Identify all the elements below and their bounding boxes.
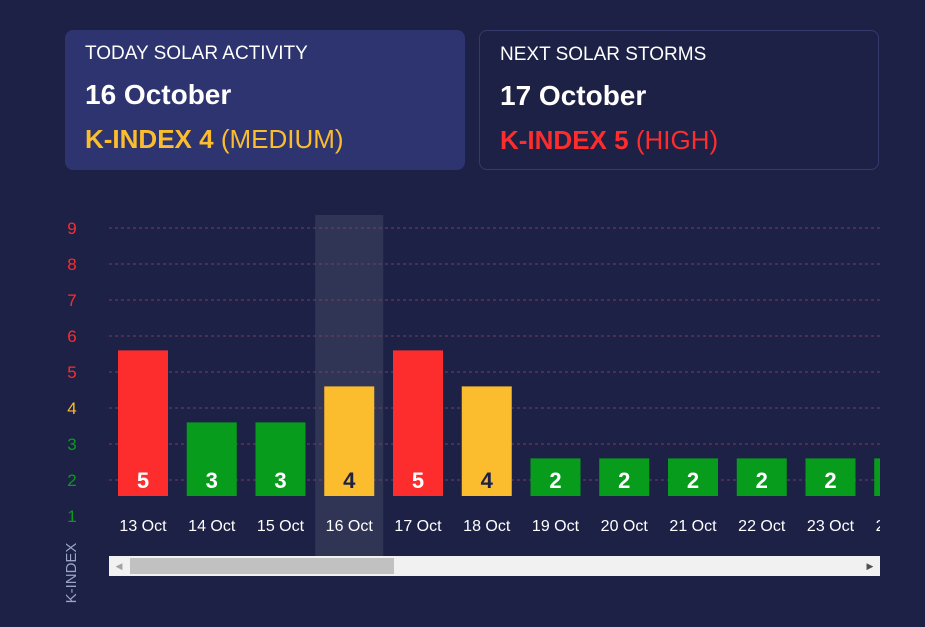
y-tick-label: 4 bbox=[67, 399, 76, 418]
next-level: (HIGH) bbox=[635, 125, 719, 155]
bar[interactable] bbox=[736, 458, 787, 496]
scrollbar-thumb[interactable] bbox=[130, 558, 394, 574]
bar-value-label: 5 bbox=[412, 468, 424, 493]
y-tick-label: 2 bbox=[67, 471, 76, 490]
next-storms-card: NEXT SOLAR STORMS 17 October K-INDEX 5 (… bbox=[479, 30, 879, 170]
bars-group: 5 13 Oct 3 14 Oct 3 15 Oct 4 16 Oct 5 17 Oct 4 18 O… bbox=[118, 350, 924, 535]
next-date: 17 October bbox=[500, 80, 647, 111]
bar[interactable] bbox=[118, 350, 168, 496]
x-tick-label: 19 Oct bbox=[532, 518, 580, 535]
y-axis-label: K-INDEX bbox=[63, 543, 80, 604]
bar[interactable] bbox=[874, 458, 924, 496]
bar[interactable] bbox=[530, 458, 581, 496]
bar-value-label: 5 bbox=[137, 468, 149, 493]
today-kindex: K-INDEX 4 (MEDIUM) bbox=[85, 123, 445, 155]
bar[interactable] bbox=[255, 422, 306, 496]
bar[interactable] bbox=[461, 386, 512, 496]
bar-value-label: 3 bbox=[206, 468, 218, 493]
y-tick-label: 3 bbox=[67, 435, 76, 454]
x-tick-label: 23 Oct bbox=[807, 518, 855, 535]
highlight-column bbox=[315, 215, 384, 556]
bar[interactable] bbox=[599, 458, 650, 496]
bar-value-label: 4 bbox=[343, 468, 356, 493]
next-card-title: NEXT SOLAR STORMS bbox=[500, 44, 707, 65]
x-tick-label: 16 Oct bbox=[326, 518, 374, 535]
scroll-left-arrow-icon[interactable]: ◀ bbox=[115, 561, 123, 571]
today-level: (MEDIUM) bbox=[220, 124, 344, 154]
x-tick-label: 17 Oct bbox=[394, 518, 442, 535]
bar-value-label: 2 bbox=[756, 468, 768, 493]
next-kindex-label: K-INDEX 5 bbox=[500, 125, 629, 155]
x-tick-label: 21 Oct bbox=[669, 518, 717, 535]
scroll-right-arrow-icon[interactable]: ▶ bbox=[866, 561, 874, 571]
today-kindex-label: K-INDEX 4 bbox=[85, 124, 214, 154]
y-tick-label: 9 bbox=[67, 219, 76, 238]
chart-horizontal-scrollbar[interactable]: ◀ ▶ bbox=[109, 556, 880, 576]
today-card-title: TODAY SOLAR ACTIVITY bbox=[85, 43, 308, 64]
bar-value-label: 2 bbox=[824, 468, 836, 493]
bar-value-label: 3 bbox=[274, 468, 286, 493]
bar-value-label: 2 bbox=[893, 468, 905, 493]
bar[interactable] bbox=[324, 386, 375, 496]
x-tick-label: 22 Oct bbox=[738, 518, 786, 535]
x-tick-label: 14 Oct bbox=[188, 518, 236, 535]
y-tick-label: 5 bbox=[67, 363, 76, 382]
bar[interactable] bbox=[186, 422, 237, 496]
x-tick-label: 20 Oct bbox=[601, 518, 649, 535]
x-tick-label: 18 Oct bbox=[463, 518, 511, 535]
bar-value-label: 4 bbox=[481, 468, 494, 493]
x-tick-label: 24 Oct bbox=[876, 518, 924, 535]
bar[interactable] bbox=[393, 350, 443, 496]
y-tick-label: 7 bbox=[67, 291, 76, 310]
y-tick-label: 1 bbox=[67, 507, 76, 526]
today-activity-card: TODAY SOLAR ACTIVITY 16 October K-INDEX … bbox=[65, 30, 465, 170]
x-tick-label: 13 Oct bbox=[119, 518, 167, 535]
bar-value-label: 2 bbox=[687, 468, 699, 493]
kindex-bar-chart: 9 8 7 6 5 4 3 2 1 K-INDEX 5 13 Oct 3 14 Oct 3 15 Oct 4 16… bbox=[63, 215, 924, 604]
x-tick-label: 15 Oct bbox=[257, 518, 305, 535]
bar-value-label: 2 bbox=[549, 468, 561, 493]
bar[interactable] bbox=[805, 458, 856, 496]
bar[interactable] bbox=[668, 458, 718, 496]
bar-value-label: 2 bbox=[618, 468, 630, 493]
y-tick-label: 8 bbox=[67, 255, 76, 274]
next-kindex: K-INDEX 5 (HIGH) bbox=[500, 124, 858, 156]
y-tick-label: 6 bbox=[67, 327, 76, 346]
today-date: 16 October bbox=[85, 79, 232, 110]
